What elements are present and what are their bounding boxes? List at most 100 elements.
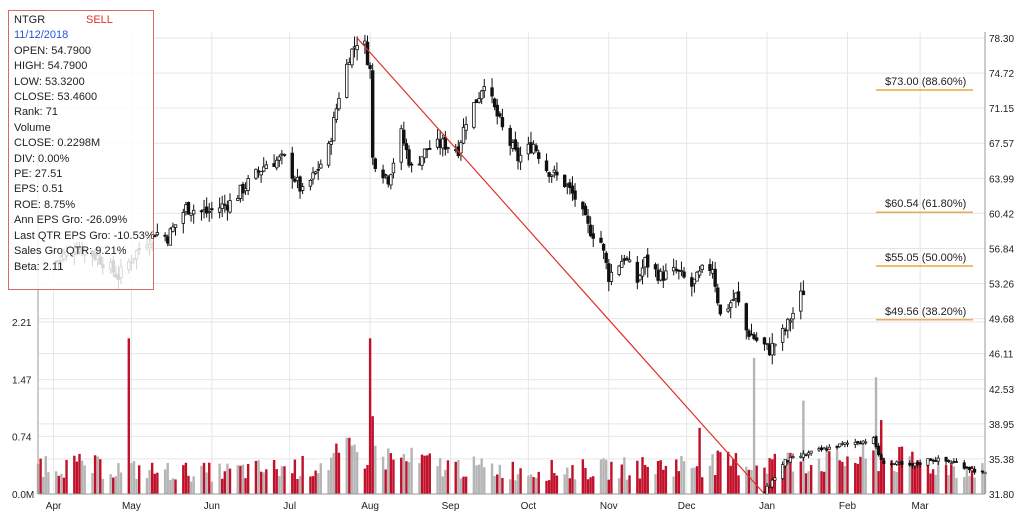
volume-bar (965, 466, 969, 494)
volume-bar (189, 481, 193, 494)
volume-overlay-body (944, 456, 948, 462)
volume-bar (755, 465, 758, 494)
volume-bar (332, 453, 335, 494)
volume-bars (36, 338, 987, 494)
volume-overlay-body (822, 447, 826, 450)
candle-body (210, 208, 214, 211)
candle-body (609, 271, 614, 282)
candle-body (765, 342, 769, 345)
volume-bar (799, 461, 802, 494)
volume-bar (39, 458, 42, 494)
candle-body (345, 63, 349, 98)
volume-bar (856, 463, 860, 494)
candle-body (381, 169, 385, 179)
volume-bar (509, 479, 512, 494)
volume-overlay-body (967, 466, 971, 470)
volume-bar (519, 468, 522, 494)
volume-bar (202, 462, 206, 494)
volume-overlay-body (910, 463, 914, 466)
volume-bar (890, 460, 893, 494)
fib-level-label: $73.00 (88.60%) (885, 76, 966, 88)
candle-body (581, 201, 585, 210)
volume-bar (381, 456, 385, 494)
volume-bar (47, 472, 50, 494)
volume-bar (317, 473, 320, 494)
candle-body (173, 224, 178, 228)
volume-bar (877, 471, 880, 494)
volume-bar (44, 456, 47, 494)
candle-body (516, 147, 520, 162)
candle-body (754, 337, 759, 341)
volume-overlay-body (890, 463, 894, 465)
volume-bar (65, 459, 68, 494)
volume-bar (446, 460, 450, 494)
candle-body (477, 98, 481, 103)
volume-bar (937, 459, 940, 494)
volume-bar (602, 458, 605, 494)
price-tick-label: 71.15 (989, 104, 1014, 115)
volume-overlay (762, 435, 987, 495)
volume-overlay-body (858, 442, 863, 445)
volume-overlay-body (871, 437, 875, 444)
volume-bar (859, 456, 862, 494)
volume-overlay-body (791, 456, 795, 458)
info-annual-eps-growth: Ann EPS Gro: -26.09% (14, 214, 128, 227)
candle-body (168, 228, 173, 246)
volume-bar (137, 465, 141, 494)
candle-body (220, 203, 224, 209)
volume-bar (99, 459, 102, 494)
volume-bar (947, 475, 950, 494)
volume-bar (532, 477, 535, 494)
candle-body (695, 271, 699, 282)
volume-overlay-body (900, 461, 904, 465)
candle-body (217, 207, 222, 213)
volume-overlay-body (934, 460, 938, 462)
volume-bar (745, 466, 748, 494)
volume-bar (547, 480, 551, 494)
candle-body (729, 302, 733, 308)
candle-body (726, 308, 730, 312)
volume-bar (973, 477, 976, 494)
volume-bar (353, 444, 356, 494)
candle-body (544, 160, 549, 172)
candle-body (404, 143, 409, 151)
volume-bar (218, 463, 221, 494)
candle-body (801, 290, 806, 296)
volume-bar (236, 465, 239, 494)
candle-body (664, 270, 668, 280)
candle-body (697, 270, 702, 276)
candle-body (679, 270, 684, 273)
volume-bar (93, 455, 97, 494)
candle-body (490, 87, 494, 97)
volume-bar (752, 357, 756, 494)
volume-bar (62, 477, 66, 494)
volume-bar (732, 459, 735, 494)
volume-bar (54, 471, 58, 494)
volume-overlay-body (845, 442, 850, 445)
volume-bar (672, 476, 675, 494)
candle-body (181, 212, 185, 224)
candle-body (365, 41, 370, 66)
volume-bar (563, 474, 566, 494)
volume-bar (599, 459, 603, 494)
info-header: NTGR SELL (14, 13, 148, 28)
volume-bar (568, 478, 572, 494)
volume-bar (272, 459, 276, 494)
volume-bar (926, 460, 930, 494)
volume-bar (537, 471, 540, 494)
volume-bar (713, 474, 717, 494)
volume-overlay-body (897, 462, 901, 465)
volume-bar (75, 461, 79, 494)
volume-bar (205, 472, 208, 494)
candle-body (274, 159, 279, 169)
volume-overlay-body (827, 446, 831, 450)
volume-overlay-body (843, 442, 847, 445)
volume-bar (41, 476, 45, 494)
candle-body (744, 303, 749, 331)
volume-overlay-body (788, 457, 792, 463)
volume-bar (169, 480, 172, 494)
candle-body (207, 211, 211, 213)
candle-body (646, 254, 650, 268)
volume-bar (892, 470, 896, 494)
volume-bar (781, 466, 784, 494)
